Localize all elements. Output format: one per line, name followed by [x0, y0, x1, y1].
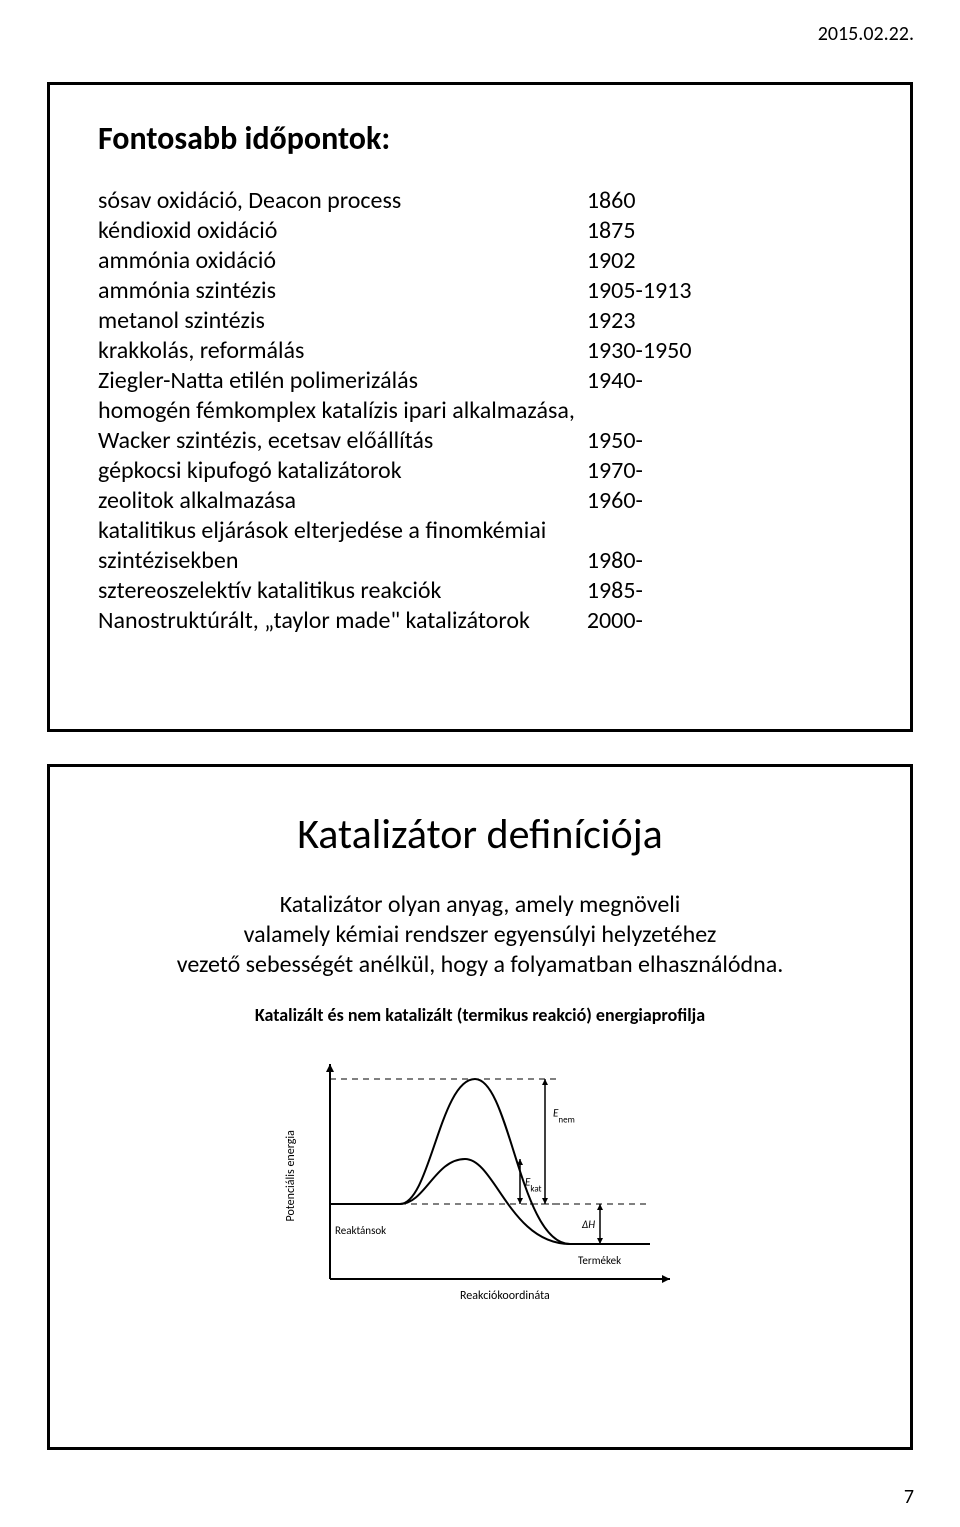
timeline-year: 1860 [587, 186, 692, 216]
slide2-title: Katalizátor definíciója [98, 809, 862, 860]
timeline-label: homogén fémkomplex katalízis ipari alkal… [98, 396, 587, 426]
timeline-year: 1902 [587, 246, 692, 276]
definition-line: valamely kémiai rendszer egyensúlyi hely… [177, 920, 784, 950]
timeline-label: szintézisekben [98, 546, 587, 576]
timeline-year: 1985- [587, 576, 692, 606]
timeline-label: zeolitok alkalmazása [98, 486, 587, 516]
reactants-label: Reaktánsok [335, 1224, 386, 1237]
table-row: kéndioxid oxidáció1875 [98, 216, 692, 246]
definition-line: vezető sebességét anélkül, hogy a folyam… [177, 950, 784, 980]
table-row: katalitikus eljárások elterjedése a fino… [98, 516, 692, 546]
barrier-uncat-label: Enem [553, 1107, 575, 1126]
timeline-year: 1950- [587, 426, 692, 456]
timeline-year: 1940- [587, 366, 692, 396]
timeline-year: 1923 [587, 306, 692, 336]
timeline-label: Nanostruktúrált, „taylor made" katalizát… [98, 606, 587, 636]
table-row: krakkolás, reformálás1930-1950 [98, 336, 692, 366]
energy-profile-diagram: Potenciális energia Reakciókoordináta Reak… [270, 1034, 690, 1304]
timeline-label: gépkocsi kipufogó katalizátorok [98, 456, 587, 486]
table-row: Nanostruktúrált, „taylor made" katalizát… [98, 606, 692, 636]
timeline-year: 2000- [587, 606, 692, 636]
timeline-year: 1905-1913 [587, 276, 692, 306]
slide-timeline: Fontosabb időpontok: sósav oxidáció, Dea… [47, 82, 913, 732]
timeline-label: sztereoszelektív katalitikus reakciók [98, 576, 587, 606]
timeline-label: krakkolás, reformálás [98, 336, 587, 366]
table-row: zeolitok alkalmazása1960- [98, 486, 692, 516]
timeline-label: Ziegler-Natta etilén polimerizálás [98, 366, 587, 396]
timeline-year: 1970- [587, 456, 692, 486]
table-row: sztereoszelektív katalitikus reakciók198… [98, 576, 692, 606]
timeline-label: metanol szintézis [98, 306, 587, 336]
x-axis-label: Reakciókoordináta [460, 1289, 550, 1303]
timeline-label: ammónia oxidáció [98, 246, 587, 276]
table-row: ammónia szintézis1905-1913 [98, 276, 692, 306]
timeline-year [587, 516, 692, 546]
timeline-label: Wacker szintézis, ecetsav előállítás [98, 426, 587, 456]
timeline-year: 1875 [587, 216, 692, 246]
slide2-caption: Katalizált és nem katalizált (termikus r… [98, 1004, 862, 1026]
timeline-year: 1980- [587, 546, 692, 576]
timeline-label: katalitikus eljárások elterjedése a fino… [98, 516, 587, 546]
table-row: Ziegler-Natta etilén polimerizálás1940- [98, 366, 692, 396]
table-row: ammónia oxidáció1902 [98, 246, 692, 276]
timeline-year: 1930-1950 [587, 336, 692, 366]
timeline-year [587, 396, 692, 426]
diagram-container: Potenciális energia Reakciókoordináta Reak… [98, 1034, 862, 1304]
timeline-year: 1960- [587, 486, 692, 516]
slide-definition: Katalizátor definíciója Katalizátor olya… [47, 764, 913, 1450]
table-row: metanol szintézis1923 [98, 306, 692, 336]
page: 2015.02.22. Fontosabb időpontok: sósav o… [0, 0, 960, 1527]
slide2-body: Katalizátor olyan anyag, amely megnöveli… [98, 890, 862, 980]
table-row: szintézisekben1980- [98, 546, 692, 576]
slide1-title: Fontosabb időpontok: [98, 119, 862, 158]
header-date: 2015.02.22. [818, 22, 914, 46]
table-row: gépkocsi kipufogó katalizátorok1970- [98, 456, 692, 486]
timeline-label: kéndioxid oxidáció [98, 216, 587, 246]
table-row: sósav oxidáció, Deacon process1860 [98, 186, 692, 216]
delta-h-label: ΔH [581, 1218, 595, 1231]
timeline-table: sósav oxidáció, Deacon process1860kéndio… [98, 186, 692, 636]
definition-line: Katalizátor olyan anyag, amely megnöveli [177, 890, 784, 920]
y-axis-label: Potenciális energia [284, 1130, 298, 1222]
table-row: Wacker szintézis, ecetsav előállítás1950… [98, 426, 692, 456]
timeline-label: ammónia szintézis [98, 276, 587, 306]
table-row: homogén fémkomplex katalízis ipari alkal… [98, 396, 692, 426]
products-label: Termékek [578, 1254, 621, 1267]
timeline-label: sósav oxidáció, Deacon process [98, 186, 587, 216]
page-number: 7 [904, 1485, 914, 1509]
